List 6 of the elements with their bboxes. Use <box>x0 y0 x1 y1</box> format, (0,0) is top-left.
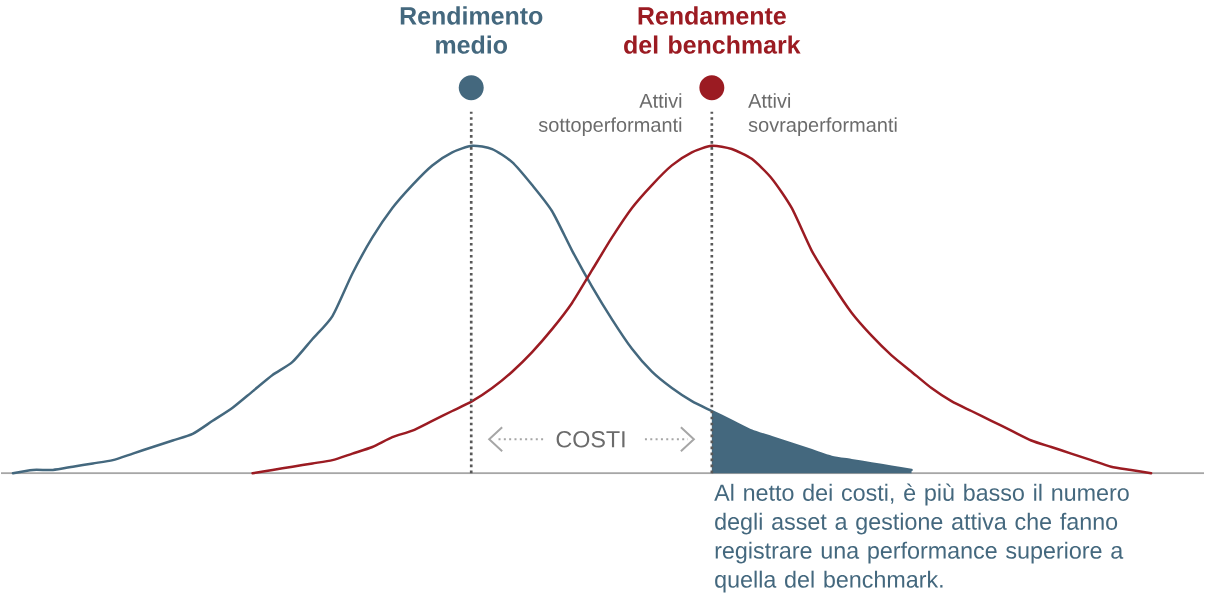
text: Rendamente del benchmark <box>624 6 801 54</box>
text: Rendimento medio <box>400 6 543 54</box>
annotation: COSTI <box>556 431 625 448</box>
text: Al netto dei costi, è più basso il numero degli asset a gestione attiva che fanno registrare una performance superiore a quella del benchmark. <box>714 483 1129 593</box>
text: Attivi sottoperformanti <box>538 93 682 136</box>
text: Attivi sovraperformanti <box>748 93 897 136</box>
